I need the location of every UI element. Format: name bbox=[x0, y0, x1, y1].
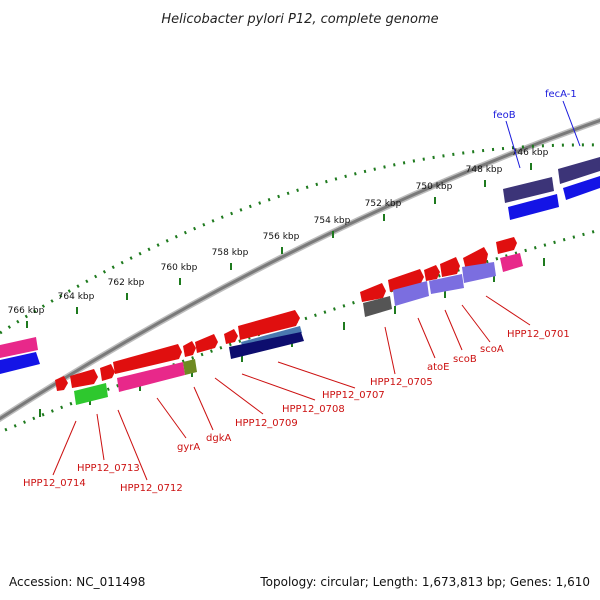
map-title: Helicobacter pylori P12, complete genome bbox=[161, 12, 438, 27]
gene-atoE-lower[interactable] bbox=[393, 281, 429, 306]
gene-label-gyrA[interactable]: gyrA bbox=[177, 442, 200, 453]
gene-HPP12_0712-a[interactable] bbox=[100, 364, 115, 381]
gene-scoB-lower[interactable] bbox=[429, 274, 464, 294]
scale-label: 758 kbp bbox=[212, 248, 249, 258]
scale-labels: 766 kbp 764 kbp 762 kbp 760 kbp 758 kbp 756 k… bbox=[8, 148, 549, 316]
gene-HPP12_0705-lower[interactable] bbox=[363, 296, 392, 317]
gene-label-HPP12_0709[interactable]: HPP12_0709 bbox=[235, 418, 298, 429]
gene-HPP12_0701-b[interactable] bbox=[500, 253, 523, 272]
gene-label-HPP12_0707[interactable]: HPP12_0707 bbox=[322, 390, 385, 401]
scale-label: 760 kbp bbox=[161, 263, 198, 273]
gene-HPP12_0707[interactable] bbox=[238, 310, 300, 340]
gene-scoA-lower[interactable] bbox=[462, 262, 496, 283]
gene-HPP12_0714-a[interactable] bbox=[55, 376, 68, 391]
label-leader-lines bbox=[52, 100, 581, 481]
gene-HPP12_0701-a[interactable] bbox=[496, 237, 517, 254]
gene-gyrA[interactable] bbox=[113, 344, 182, 374]
scale-label: 762 kbp bbox=[108, 278, 145, 288]
gene-feoB[interactable] bbox=[503, 177, 554, 203]
gene-HPP12_0713-a[interactable] bbox=[70, 369, 98, 388]
gene-dgkA[interactable] bbox=[183, 341, 196, 357]
gene-label-HPP12_0701[interactable]: HPP12_0701 bbox=[507, 329, 570, 340]
gene-HPP12_0705-a[interactable] bbox=[388, 269, 424, 292]
gene-fecA-1-lower[interactable] bbox=[563, 176, 600, 200]
gene-dgkA-lower[interactable] bbox=[183, 359, 197, 375]
scale-label: 752 kbp bbox=[365, 199, 402, 209]
scale-label: 756 kbp bbox=[263, 232, 300, 242]
gene-pink-left-1[interactable] bbox=[0, 337, 38, 358]
topology-summary: Topology: circular; Length: 1,673,813 bp… bbox=[260, 575, 590, 589]
gene-atoE-a[interactable] bbox=[424, 265, 440, 281]
gene-label-feoB[interactable]: feoB bbox=[493, 110, 516, 121]
gene-label-HPP12_0714[interactable]: HPP12_0714 bbox=[23, 478, 86, 489]
bottom-strand-genes bbox=[55, 237, 523, 405]
gene-HPP12_0709[interactable] bbox=[195, 334, 218, 353]
gene-label-scoA[interactable]: scoA bbox=[480, 344, 504, 355]
gene-scoB[interactable] bbox=[440, 257, 460, 277]
scale-label: 748 kbp bbox=[466, 165, 503, 175]
gene-label-HPP12_0705[interactable]: HPP12_0705 bbox=[370, 377, 433, 388]
genome-backbone-core bbox=[0, 118, 600, 421]
top-strand-genes bbox=[0, 157, 600, 374]
gene-label-HPP12_0712[interactable]: HPP12_0712 bbox=[120, 483, 183, 494]
gene-HPP12_0708-a[interactable] bbox=[224, 329, 238, 344]
gene-feoB-lower[interactable] bbox=[508, 194, 559, 220]
gene-HPP12_0708-lower[interactable] bbox=[229, 332, 304, 359]
gene-label-HPP12_0713[interactable]: HPP12_0713 bbox=[77, 463, 140, 474]
gene-HPP12_0713-lower[interactable] bbox=[74, 383, 108, 405]
gene-label-atoE[interactable]: atoE bbox=[427, 362, 450, 373]
gene-fecA-1[interactable] bbox=[558, 157, 600, 184]
gene-blue-left-1[interactable] bbox=[0, 352, 40, 374]
gene-gyrA-lower[interactable] bbox=[117, 362, 185, 392]
gene-label-scoB[interactable]: scoB bbox=[453, 354, 477, 365]
inner-scale-line bbox=[4, 228, 600, 432]
scale-label: 754 kbp bbox=[314, 216, 351, 226]
gene-label-HPP12_0708[interactable]: HPP12_0708 bbox=[282, 404, 345, 415]
scale-label: 746 kbp bbox=[512, 148, 549, 158]
scale-label: 750 kbp bbox=[416, 182, 453, 192]
gene-label-fecA-1[interactable]: fecA-1 bbox=[545, 89, 577, 100]
gene-label-dgkA[interactable]: dgkA bbox=[206, 433, 231, 444]
gene-labels: fecA-1 feoB HPP12_0701 scoA scoB atoE HP… bbox=[23, 89, 577, 494]
scale-label: 766 kbp bbox=[8, 306, 45, 316]
gene-HPP12_0705-b[interactable] bbox=[360, 283, 386, 302]
scale-label: 764 kbp bbox=[58, 292, 95, 302]
accession-text: Accession: NC_011498 bbox=[9, 575, 146, 589]
